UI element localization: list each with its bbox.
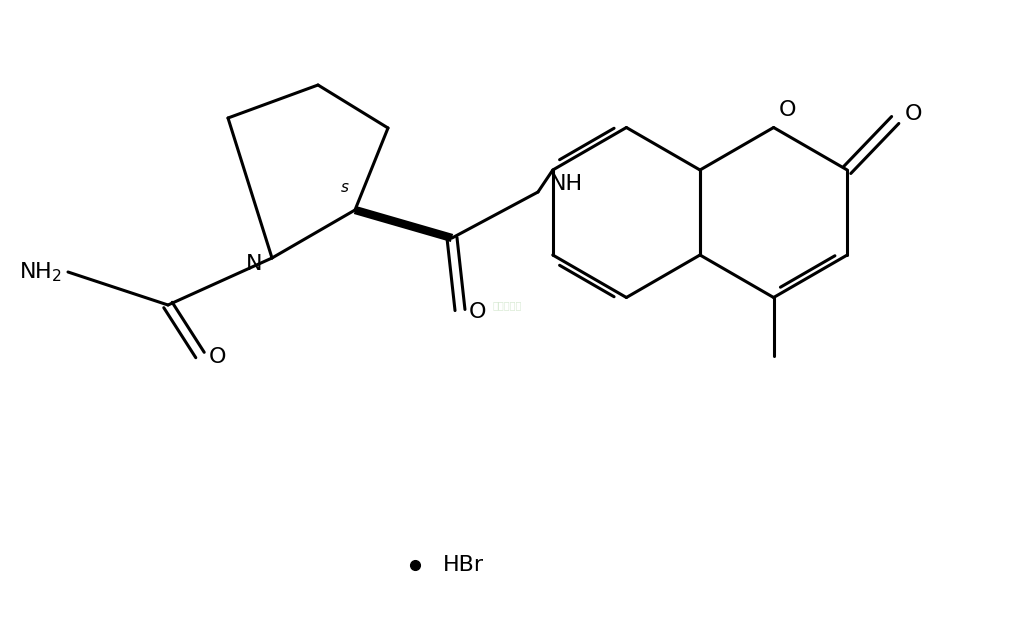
Text: HBr: HBr bbox=[443, 555, 484, 575]
Text: s: s bbox=[341, 180, 349, 196]
Text: O: O bbox=[469, 302, 487, 322]
Text: O: O bbox=[906, 104, 923, 124]
Text: NH$_2$: NH$_2$ bbox=[19, 260, 62, 284]
Text: NH: NH bbox=[550, 174, 583, 194]
Text: O: O bbox=[209, 347, 226, 367]
Text: 聚宝斋生物: 聚宝斋生物 bbox=[493, 300, 521, 310]
Text: O: O bbox=[779, 100, 796, 119]
Text: N: N bbox=[245, 254, 263, 274]
